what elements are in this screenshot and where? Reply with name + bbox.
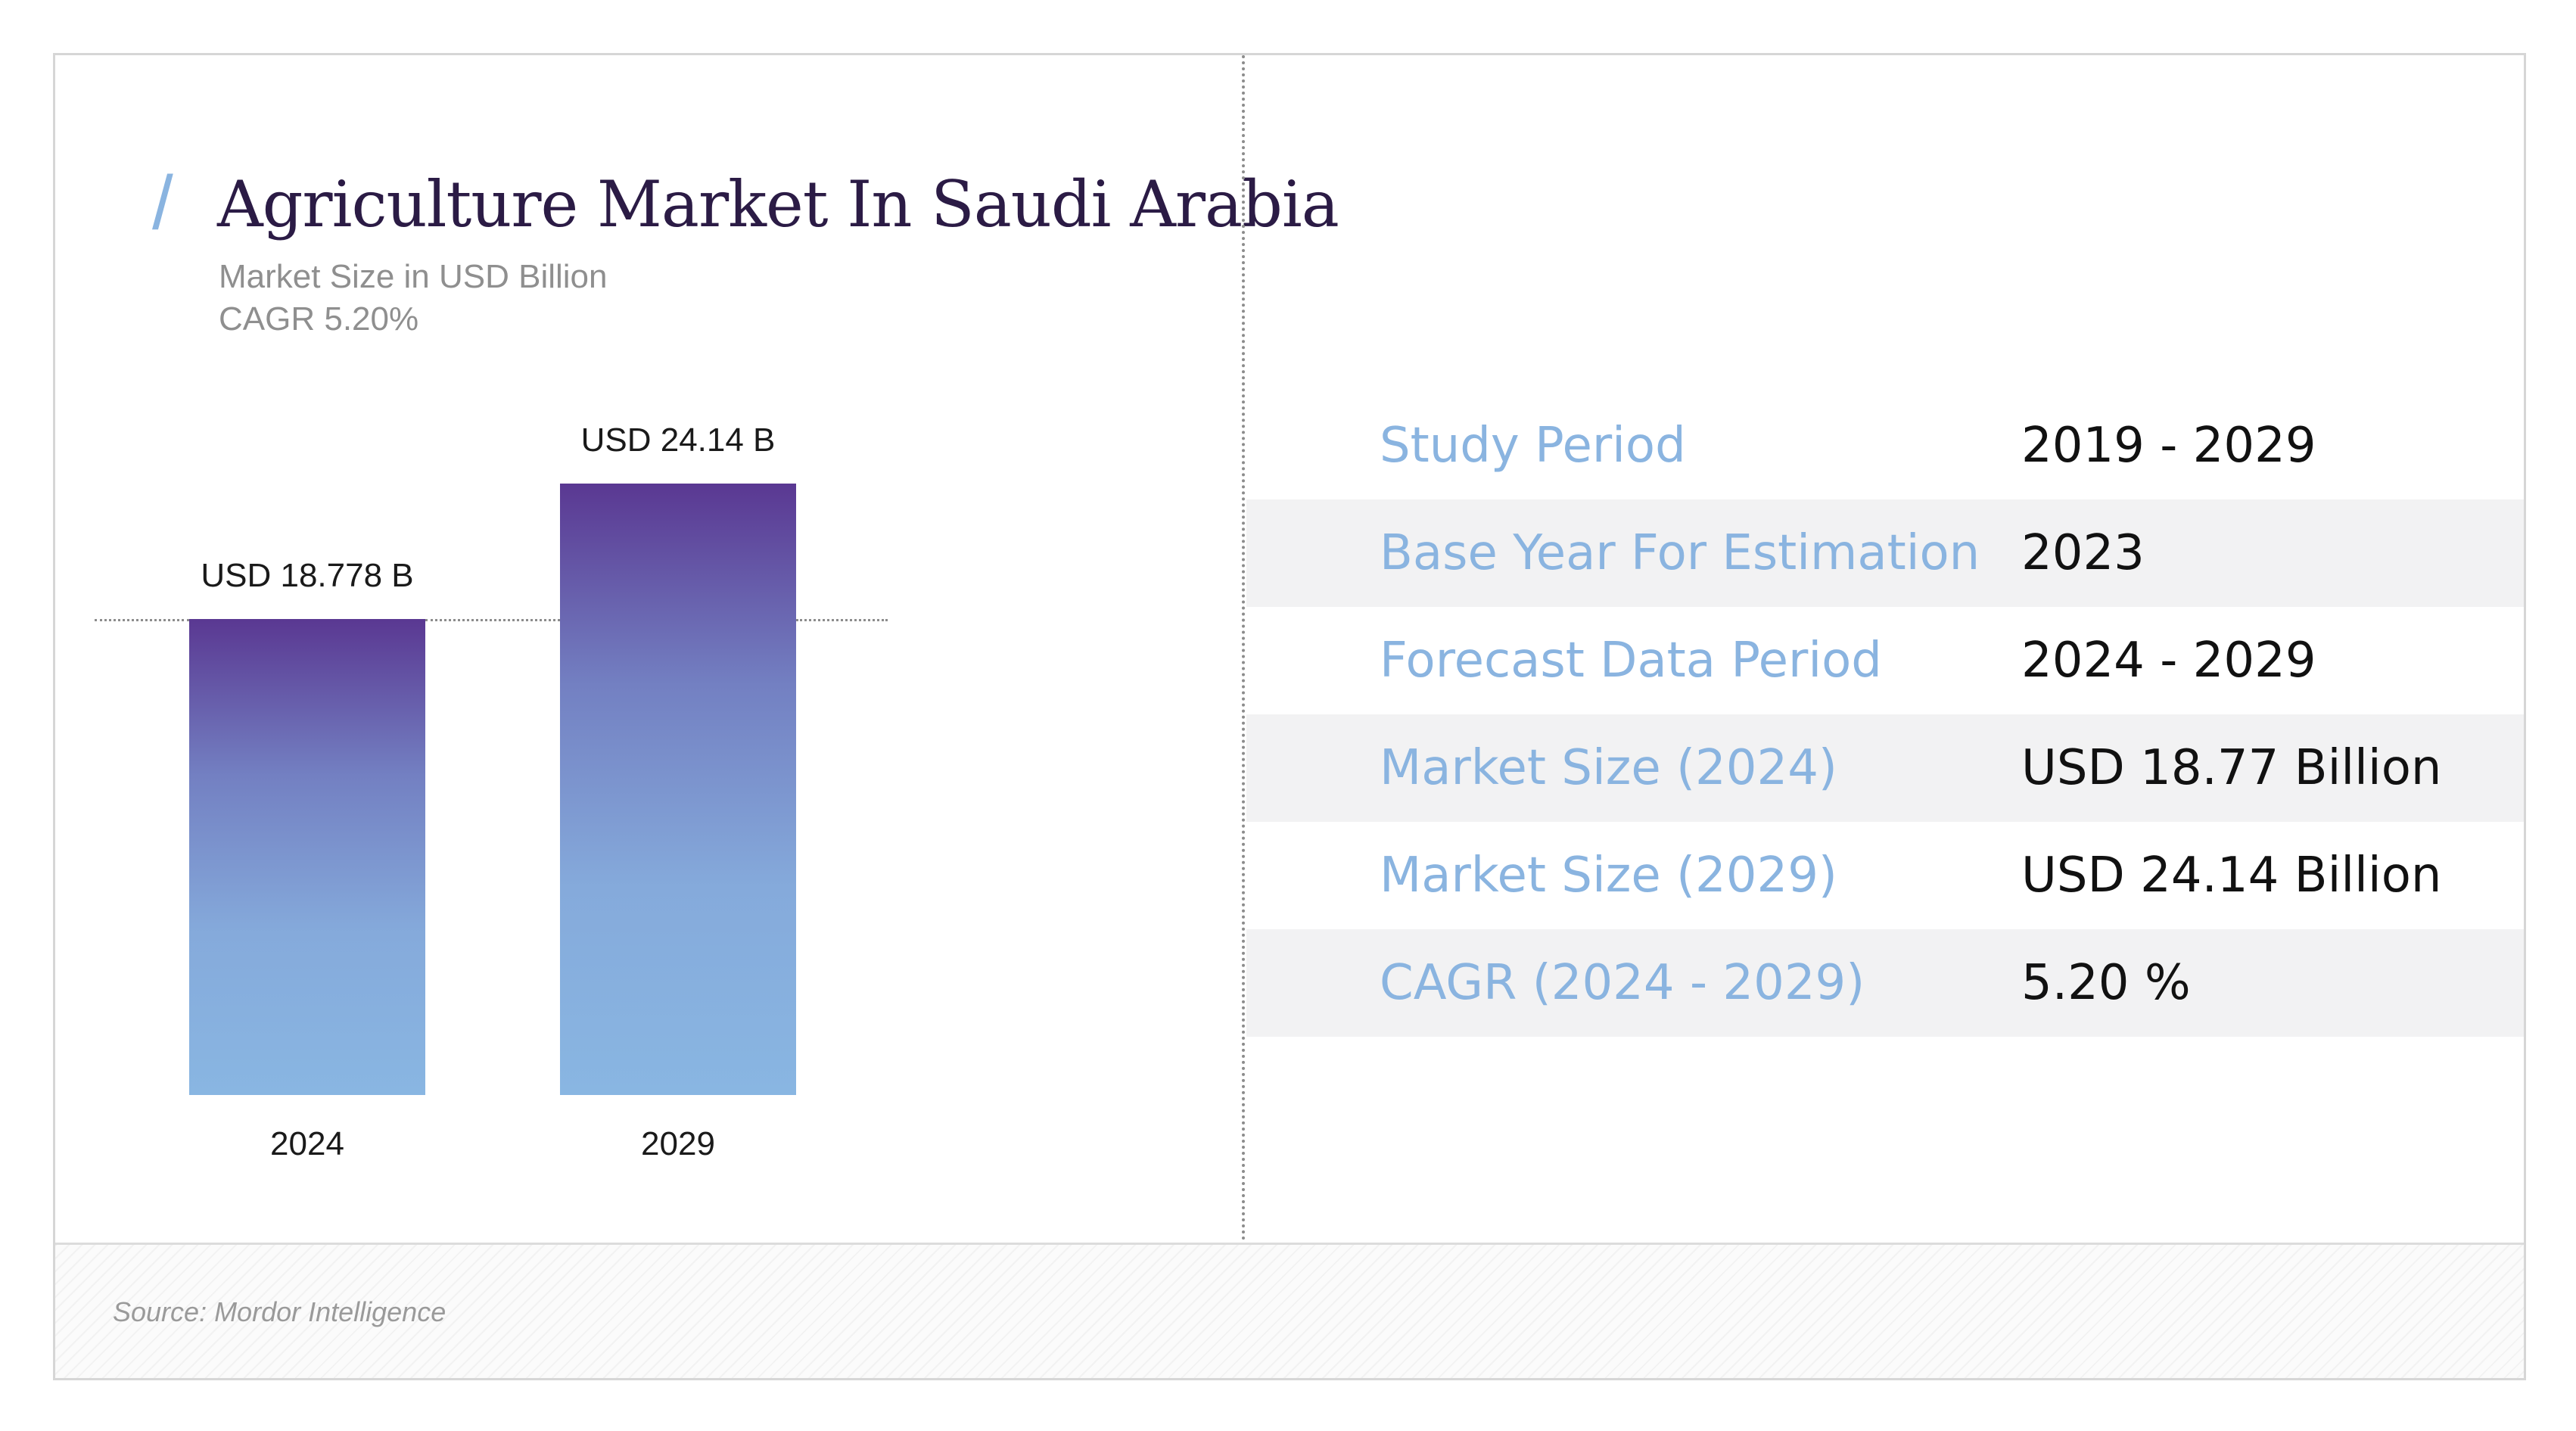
stats-row-value: USD 24.14 Billion (2021, 848, 2442, 904)
stats-row-label: Market Size (2029) (1380, 848, 1837, 904)
stats-row: Base Year For Estimation 2023 (1246, 499, 2524, 607)
stats-row-label: Study Period (1380, 418, 1686, 474)
stats-row-label: CAGR (2024 - 2029) (1380, 955, 1865, 1011)
source-text: Source: Mordor Intelligence (113, 1296, 446, 1327)
stats-row: Market Size (2024) USD 18.77 Billion (1246, 714, 2524, 822)
footer: Source: Mordor Intelligence (55, 1243, 2524, 1378)
chart-title: Agriculture Market In Saudi Arabia (217, 167, 1339, 241)
stats-row: Market Size (2029) USD 24.14 Billion (1246, 822, 2524, 929)
stats-row-value: 2024 - 2029 (2021, 633, 2316, 689)
market-card: / Agriculture Market In Saudi Arabia Mar… (53, 53, 2526, 1380)
chart-subtitle-cagr: CAGR 5.20% (219, 300, 419, 338)
bar-value-label-2024: USD 18.778 B (201, 557, 414, 595)
x-axis-label-2024: 2024 (270, 1125, 344, 1162)
stats-row-label: Market Size (2024) (1380, 740, 1837, 796)
bar-2029 (560, 484, 796, 1095)
bar-2024 (189, 619, 425, 1095)
stats-row: Study Period 2019 - 2029 (1246, 392, 2524, 499)
stats-row-label: Forecast Data Period (1380, 633, 1882, 689)
chart-subtitle-market-size: Market Size in USD Billion (219, 258, 608, 295)
bar-value-label-2029: USD 24.14 B (580, 422, 776, 459)
x-axis-label-2029: 2029 (641, 1125, 715, 1162)
stats-row: Forecast Data Period 2024 - 2029 (1246, 607, 2524, 714)
stats-row-value: USD 18.77 Billion (2021, 740, 2442, 796)
stats-row-value: 2019 - 2029 (2021, 418, 2316, 474)
section-divider (1242, 55, 1245, 1247)
title-accent-slash: / (152, 160, 173, 245)
stats-row-label: Base Year For Estimation (1380, 525, 1980, 581)
reference-line-segment (95, 619, 189, 622)
stats-row-value: 5.20 % (2021, 955, 2191, 1011)
stats-row: CAGR (2024 - 2029) 5.20 % (1246, 929, 2524, 1037)
stats-row-value: 2023 (2021, 525, 2145, 581)
reference-line-segment (425, 619, 560, 622)
reference-line-segment (796, 619, 888, 622)
